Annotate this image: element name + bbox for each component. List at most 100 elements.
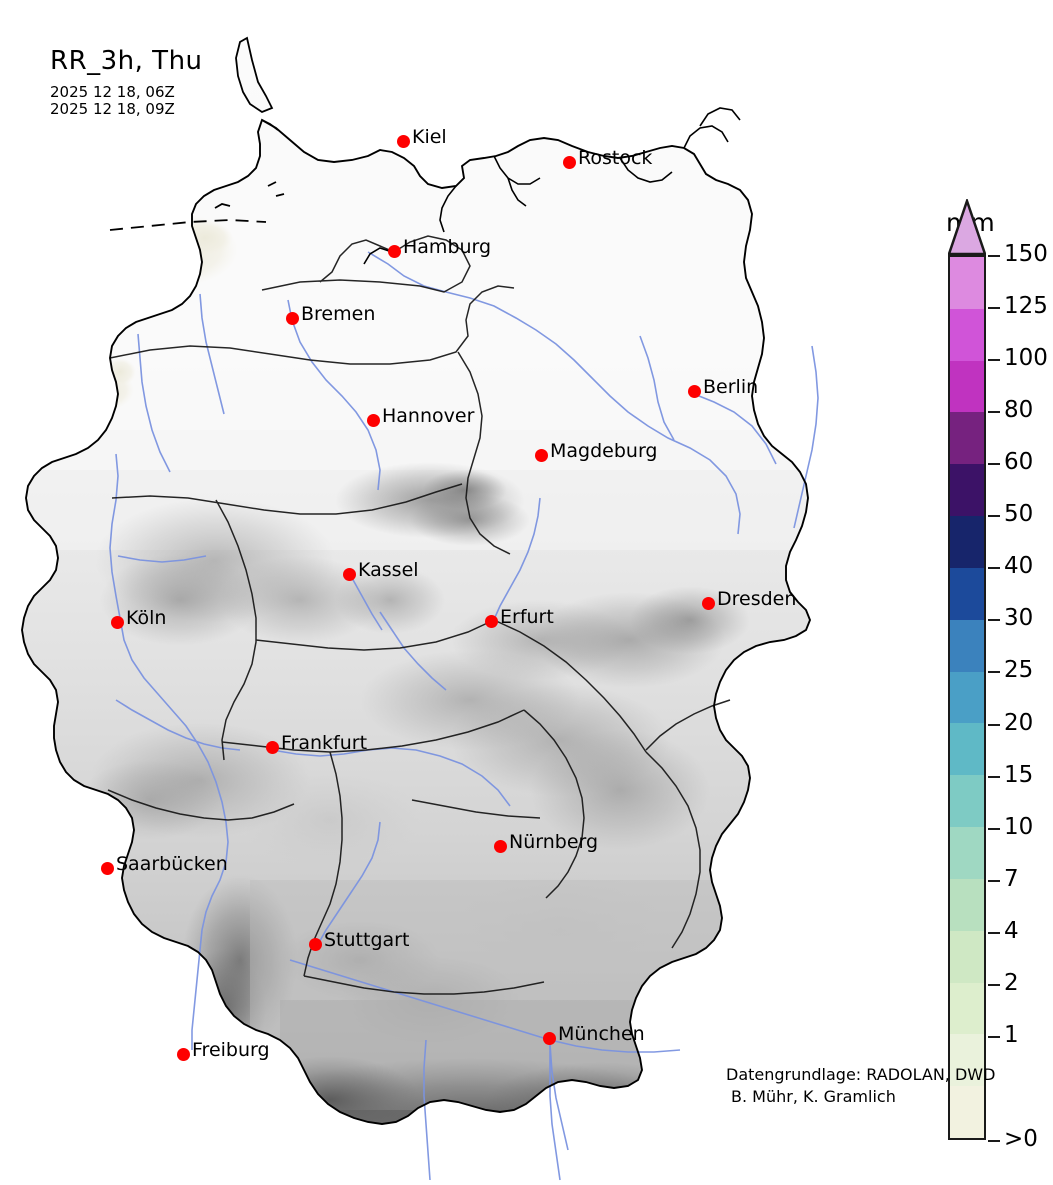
colorbar-segment [950,671,984,724]
colorbar-tick [988,255,1000,257]
colorbar-over-arrow [948,199,986,256]
colorbar-gradient[interactable] [948,255,986,1140]
city-dot-icon [177,1048,190,1061]
colorbar-tick-label: 4 [1004,917,1019,944]
map-canvas [21,36,819,1181]
city-label: Magdeburg [550,440,658,462]
colorbar-tick [988,1140,1000,1142]
colorbar-tick-label: 25 [1004,657,1034,684]
city-dot-icon [101,862,114,875]
city-dot-icon [309,938,322,951]
city-dot-icon [286,312,299,325]
city-dot-icon [367,414,380,427]
city-label: Dresden [717,588,797,610]
city-label: Hannover [382,405,475,427]
colorbar-tick-label: 30 [1004,605,1034,632]
colorbar-tick-label: 80 [1004,397,1034,424]
city-dot-icon [543,1032,556,1045]
colorbar-tick-label: 15 [1004,761,1034,788]
germany-outline [21,36,812,1125]
germany-precipitation-map[interactable]: Kiel Rostock Hamburg Bremen Berlin Hannover Ma… [0,0,930,1185]
colorbar-tick-label: 10 [1004,813,1034,840]
colorbar-tick [988,463,1000,466]
colorbar-tick-label: 100 [1004,345,1048,372]
run-start-time: 2025 12 18, 06Z [50,83,175,101]
colorbar-segment [950,308,984,361]
colorbar-segment [950,567,984,620]
colorbar-tick-label: >0 [1004,1126,1038,1152]
colorbar-segment [950,360,984,413]
city-dot-icon [266,741,279,754]
credits-block: Datengrundlage: RADOLAN, DWD B. Mühr, K.… [726,1064,995,1107]
rivers-layer [109,251,819,1181]
city-dot-icon [111,616,124,629]
colorbar-tick [988,567,1000,570]
colorbar-tick [988,307,1000,310]
colorbar-segment [950,775,984,828]
colorbar-tick-label: 150 [1004,241,1048,267]
city-dot-icon [688,385,701,398]
colorbar-tick-label: 125 [1004,293,1048,320]
colorbar-segment [950,930,984,983]
colorbar-tick [988,515,1000,518]
colorbar-tick-label: 1 [1004,1021,1019,1048]
city-label: Hamburg [403,236,492,258]
city-dot-icon [563,156,576,169]
city-dot-icon [494,840,507,853]
colorbar-tick [988,931,1000,934]
colorbar-tick [988,359,1000,362]
city-dot-icon [397,135,410,148]
colorbar-tick-label: 7 [1004,865,1019,892]
city-dot-icon [535,449,548,462]
page-title: RR_3h, Thu [50,46,203,76]
city-label: München [558,1023,645,1045]
colorbar-segment [950,516,984,568]
colorbar-tick-label: 50 [1004,501,1034,528]
city-label: Kiel [412,126,447,148]
title-block: RR_3h, Thu 2025 12 18, 06Z 2025 12 18, 0… [50,48,203,118]
city-label: Nürnberg [509,831,599,853]
colorbar-tick-label: 20 [1004,709,1034,736]
city-label: Bremen [301,303,376,325]
colorbar-tick [988,411,1000,414]
city-label: Erfurt [500,606,554,628]
colorbar-tick [988,1035,1000,1038]
colorbar-tick [988,983,1000,986]
colorbar-tick-label: 2 [1004,969,1019,996]
colorbar-segment [950,412,984,465]
colorbar-tick [988,671,1000,674]
colorbar-segment [950,257,984,309]
colorbar-segment [950,464,984,517]
colorbar-segment [950,1086,984,1139]
colorbar-segment [950,1034,984,1087]
city-label: Stuttgart [324,929,410,951]
city-dot-icon [343,568,356,581]
city-dot-icon [388,245,401,258]
city-label: Berlin [703,376,759,398]
data-source-line: Datengrundlage: RADOLAN, DWD [726,1065,996,1084]
colorbar-segment [950,878,984,931]
colorbar-tick [988,879,1000,882]
colorbar-tick-label: 60 [1004,449,1034,476]
colorbar-tick [988,775,1000,778]
colorbar-tick [988,827,1000,830]
city-label: Kassel [358,559,419,581]
city-dot-icon [702,597,715,610]
city-dot-icon [485,615,498,628]
colorbar-tick [988,619,1000,622]
colorbar-segment [950,982,984,1035]
city-label: Rostock [578,147,653,169]
city-label: Freiburg [192,1039,270,1061]
colorbar-segment [950,619,984,672]
authors-line: B. Mühr, K. Gramlich [731,1086,896,1106]
colorbar-segment [950,723,984,776]
colorbar-segment [950,827,984,879]
run-end-time: 2025 12 18, 09Z [50,99,175,118]
city-label: Frankfurt [281,732,368,754]
colorbar-tick [988,723,1000,726]
city-label: Köln [126,607,167,629]
city-label: Saarbücken [116,853,228,875]
colorbar-tick-label: 40 [1004,553,1034,580]
